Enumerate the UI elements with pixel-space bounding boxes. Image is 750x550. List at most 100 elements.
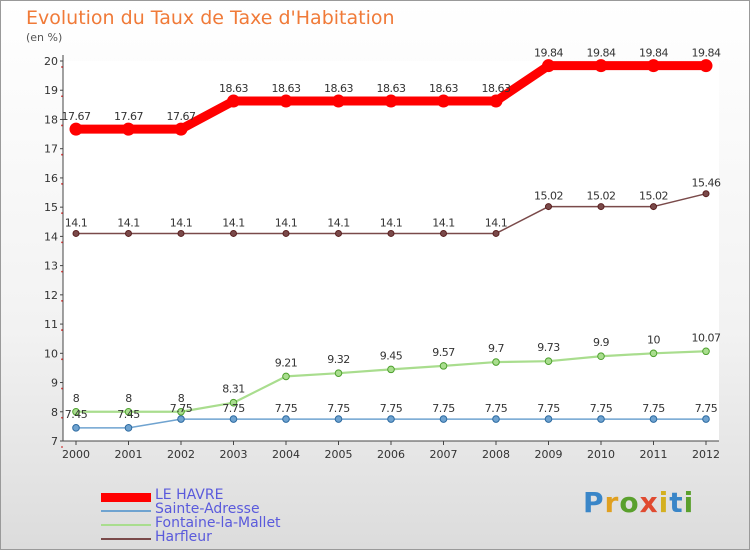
data-label: 18.63 bbox=[219, 82, 248, 95]
data-point bbox=[597, 352, 605, 361]
y-tick-label: 9 bbox=[51, 377, 58, 390]
data-label: 7.45 bbox=[117, 408, 140, 421]
data-point bbox=[542, 59, 555, 73]
legend-item: LE HAVRE bbox=[101, 487, 341, 504]
y-minor-dot bbox=[61, 241, 63, 244]
data-label: 15.02 bbox=[534, 190, 563, 203]
data-point bbox=[334, 369, 343, 377]
brand-letter: o bbox=[619, 486, 640, 519]
data-point bbox=[440, 229, 447, 237]
data-point bbox=[439, 415, 448, 423]
data-point bbox=[387, 415, 395, 423]
data-label: 7.75 bbox=[170, 402, 193, 415]
data-point bbox=[124, 407, 133, 416]
data-label: 19.84 bbox=[587, 47, 616, 60]
data-label: 14.1 bbox=[327, 216, 350, 229]
data-point bbox=[282, 229, 290, 237]
legend-item: Harfleur bbox=[101, 529, 341, 546]
data-point bbox=[69, 122, 83, 136]
y-tick-label: 7 bbox=[51, 435, 58, 448]
data-label: 7.75 bbox=[275, 402, 298, 415]
data-label: 8.31 bbox=[222, 383, 245, 396]
data-label: 14.1 bbox=[222, 216, 245, 229]
x-tick-label: 2001 bbox=[115, 448, 143, 461]
y-minor-dot bbox=[61, 66, 63, 68]
legend-label: LE HAVRE bbox=[155, 487, 224, 503]
data-label: 17.67 bbox=[114, 110, 143, 123]
legend-swatch bbox=[101, 524, 151, 526]
data-point bbox=[227, 94, 240, 108]
data-point bbox=[282, 372, 290, 381]
data-point bbox=[702, 415, 710, 423]
legend-item: Sainte-Adresse bbox=[101, 501, 341, 518]
data-label: 15.02 bbox=[587, 190, 616, 203]
brand-letter: t bbox=[669, 486, 684, 519]
y-tick-label: 14 bbox=[44, 230, 58, 243]
data-label: 14.1 bbox=[432, 216, 455, 229]
legend-label: Fontaine-la-Mallet bbox=[155, 515, 281, 531]
legend-swatch bbox=[101, 492, 151, 502]
data-point bbox=[122, 122, 135, 136]
data-point bbox=[699, 59, 713, 73]
data-label: 7.75 bbox=[432, 402, 455, 415]
brand-letter: x bbox=[639, 486, 659, 519]
brand-letter: i bbox=[683, 486, 695, 519]
data-label: 9.32 bbox=[327, 353, 350, 366]
y-minor-dot bbox=[61, 387, 63, 390]
data-label: 7.75 bbox=[380, 402, 403, 415]
y-minor-dot bbox=[61, 270, 63, 273]
data-label: 7.75 bbox=[590, 402, 613, 415]
data-label: 8 bbox=[73, 392, 80, 405]
data-point bbox=[647, 59, 660, 73]
data-label: 15.02 bbox=[639, 190, 668, 203]
data-point bbox=[702, 190, 710, 198]
y-tick-label: 16 bbox=[44, 172, 58, 185]
data-label: 7.75 bbox=[537, 402, 560, 415]
data-point bbox=[439, 362, 448, 370]
data-point bbox=[544, 357, 553, 366]
data-label: 14.1 bbox=[117, 216, 140, 229]
data-label: 17.67 bbox=[62, 110, 91, 123]
data-point bbox=[492, 358, 500, 366]
data-label: 9.57 bbox=[432, 346, 455, 359]
data-label: 17.67 bbox=[167, 110, 196, 123]
x-tick-label: 2000 bbox=[62, 448, 90, 461]
data-label: 10 bbox=[647, 333, 660, 346]
y-minor-dot bbox=[61, 153, 63, 156]
y-tick-label: 19 bbox=[44, 84, 58, 97]
data-point bbox=[229, 398, 238, 407]
y-tick-label: 10 bbox=[44, 347, 58, 360]
data-label: 18.63 bbox=[377, 82, 406, 95]
data-label: 9.7 bbox=[488, 342, 504, 355]
data-label: 18.63 bbox=[482, 82, 511, 95]
data-label: 14.1 bbox=[275, 216, 298, 229]
x-tick-label: 2003 bbox=[220, 448, 248, 461]
data-point bbox=[492, 415, 500, 423]
legend-swatch bbox=[101, 538, 151, 540]
x-tick-label: 2004 bbox=[272, 448, 300, 461]
y-tick-label: 11 bbox=[44, 318, 58, 331]
data-label: 19.84 bbox=[692, 47, 721, 60]
y-minor-dot bbox=[61, 212, 63, 215]
data-point bbox=[282, 415, 290, 423]
data-point bbox=[72, 424, 80, 432]
data-point bbox=[174, 122, 188, 136]
x-tick-label: 2006 bbox=[377, 448, 405, 461]
legend-label: Harfleur bbox=[155, 529, 212, 545]
data-point bbox=[650, 203, 657, 211]
data-point bbox=[332, 94, 345, 108]
x-tick-label: 2012 bbox=[692, 448, 720, 461]
data-point bbox=[124, 424, 133, 432]
data-point bbox=[544, 415, 553, 423]
x-tick-label: 2007 bbox=[430, 448, 458, 461]
data-label: 7.45 bbox=[65, 408, 88, 421]
y-minor-dot bbox=[61, 358, 63, 361]
data-point bbox=[72, 229, 80, 237]
data-label: 9.45 bbox=[380, 349, 403, 362]
y-minor-dot bbox=[61, 416, 63, 419]
data-point bbox=[594, 59, 608, 73]
y-tick-label: 8 bbox=[51, 406, 58, 419]
data-point bbox=[177, 229, 185, 237]
x-tick-label: 2009 bbox=[535, 448, 563, 461]
